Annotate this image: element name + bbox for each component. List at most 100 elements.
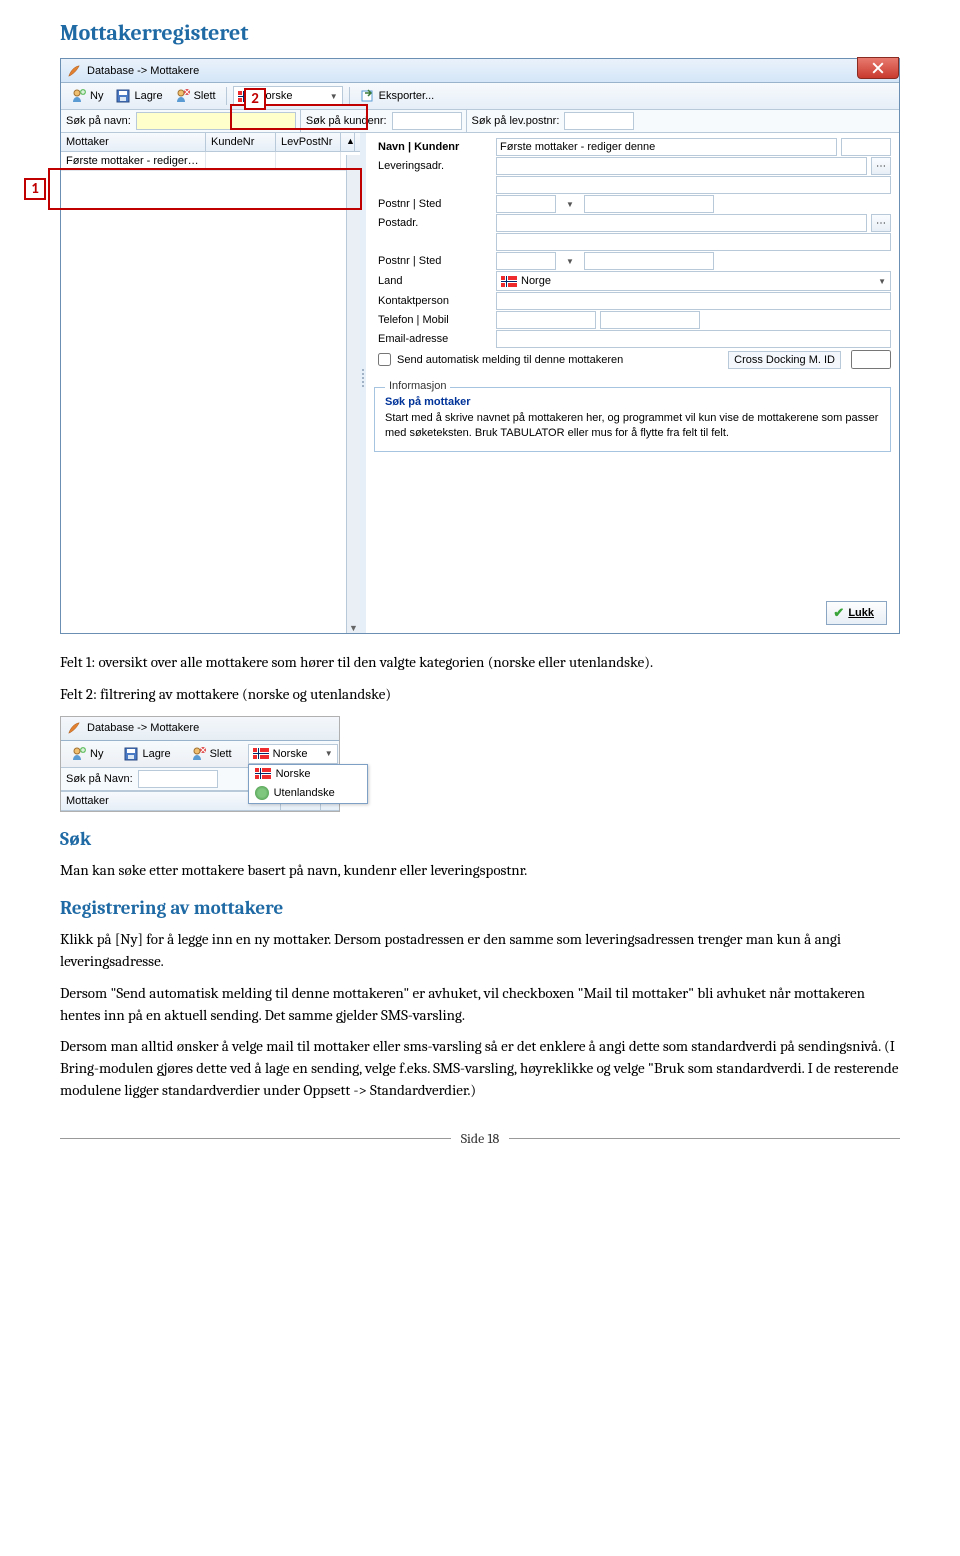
close-button[interactable] bbox=[857, 57, 899, 79]
main-screenshot: 1 2 Database -> Mottakere Ny bbox=[60, 58, 900, 634]
dd-opt2-label: Utenlandske bbox=[274, 787, 335, 799]
search-levpost-input[interactable] bbox=[564, 112, 634, 130]
postnr2-input[interactable] bbox=[496, 252, 556, 270]
app-icon bbox=[67, 721, 81, 735]
postadr2-label bbox=[374, 240, 492, 244]
levadr2-input[interactable] bbox=[496, 176, 891, 194]
dd-opt1-label: Norske bbox=[276, 768, 311, 780]
scroll-down-icon[interactable]: ▼ bbox=[349, 623, 358, 633]
lagre-button[interactable]: Lagre bbox=[111, 86, 166, 106]
land-dropdown[interactable]: Norge ▼ bbox=[496, 271, 891, 291]
levadr-ellipsis-button[interactable]: ⋯ bbox=[871, 157, 891, 175]
sok-body: Man kan søke etter mottakere basert på n… bbox=[60, 860, 900, 882]
cross-dock-label: Cross Docking M. ID bbox=[728, 351, 841, 369]
small-ny-label: Ny bbox=[90, 748, 103, 760]
check-icon: ✔ bbox=[833, 605, 844, 621]
user-add-icon bbox=[71, 88, 87, 104]
grid-header: Mottaker KundeNr LevPostNr ▲ bbox=[61, 133, 360, 152]
cell-levpost bbox=[276, 152, 341, 170]
postadr2-input[interactable] bbox=[496, 233, 891, 251]
globe-icon bbox=[255, 786, 269, 800]
navn-label: Navn | Kundenr bbox=[374, 139, 492, 155]
kontakt-input[interactable] bbox=[496, 292, 891, 310]
chevron-down-icon: ▼ bbox=[325, 749, 333, 758]
small-lagre-label: Lagre bbox=[142, 748, 170, 760]
eksporter-button[interactable]: Eksporter... bbox=[356, 86, 439, 106]
chevron-down-icon: ▼ bbox=[330, 92, 338, 101]
telefon-input[interactable] bbox=[496, 311, 596, 329]
small-ny-button[interactable]: Ny bbox=[67, 744, 107, 764]
norway-flag-icon bbox=[501, 276, 517, 287]
toolbar-separator bbox=[226, 87, 227, 105]
small-lagre-button[interactable]: Lagre bbox=[119, 744, 174, 764]
user-delete-icon bbox=[191, 746, 207, 762]
cross-dock-input[interactable] bbox=[851, 350, 891, 369]
reg-p2: Dersom "Send automatisk melding til denn… bbox=[60, 983, 900, 1027]
chevron-down-icon[interactable]: ▼ bbox=[560, 200, 580, 209]
slett-button[interactable]: Slett bbox=[171, 86, 220, 106]
filter-option-norske[interactable]: Norske bbox=[249, 765, 367, 783]
email-label: Email-adresse bbox=[374, 331, 492, 347]
callout-1: 1 bbox=[24, 178, 46, 200]
right-pane: Navn | Kundenr Leveringsadr. ⋯ Postnr | … bbox=[366, 133, 899, 633]
user-delete-icon bbox=[175, 88, 191, 104]
small-filter-selected: Norske bbox=[273, 748, 308, 760]
search-kundenr-input[interactable] bbox=[392, 112, 462, 130]
toolbar: Ny Lagre Slett Norske ▼ bbox=[61, 83, 899, 110]
navn-input[interactable] bbox=[496, 138, 837, 156]
land-value: Norge bbox=[521, 275, 551, 287]
email-input[interactable] bbox=[496, 330, 891, 348]
table-row[interactable]: Første mottaker - rediger den bbox=[61, 152, 360, 171]
levadr-input[interactable] bbox=[496, 157, 867, 175]
mobil-input[interactable] bbox=[600, 311, 700, 329]
sted1-input[interactable] bbox=[584, 195, 714, 213]
left-pane: Mottaker KundeNr LevPostNr ▲ Første mott… bbox=[61, 133, 366, 633]
cell-mottaker: Første mottaker - rediger den bbox=[61, 152, 206, 170]
sted2-input[interactable] bbox=[584, 252, 714, 270]
search-name-input[interactable] bbox=[136, 112, 296, 130]
scrollbar[interactable]: ▼ bbox=[346, 155, 360, 633]
body-p2: Felt 2: filtrering av mottakere (norske … bbox=[60, 684, 900, 706]
small-filter-dropdown[interactable]: Norske ▼ bbox=[248, 744, 338, 764]
page-footer: Side 18 bbox=[60, 1138, 900, 1147]
sok-heading: Søk bbox=[60, 828, 900, 850]
search-levpost-label: Søk på lev.postnr: bbox=[467, 112, 565, 130]
small-slett-button[interactable]: Slett bbox=[187, 744, 236, 764]
small-search-input[interactable] bbox=[138, 770, 218, 788]
chevron-down-icon: ▼ bbox=[878, 277, 886, 286]
filter-option-utenlandske[interactable]: Utenlandske bbox=[249, 783, 367, 803]
kundenr-input[interactable] bbox=[841, 138, 891, 156]
app-window: Database -> Mottakere Ny Lagre bbox=[60, 58, 900, 634]
postnr1-input[interactable] bbox=[496, 195, 556, 213]
reg-heading: Registrering av mottakere bbox=[60, 897, 900, 919]
col-mottaker[interactable]: Mottaker bbox=[61, 133, 206, 151]
col-levpost[interactable]: LevPostNr bbox=[276, 133, 341, 151]
lukk-button[interactable]: ✔ Lukk bbox=[826, 601, 887, 625]
small-screenshot: Database -> Mottakere Ny Lagre Slett bbox=[60, 716, 340, 812]
auto-msg-label: Send automatisk melding til denne mottak… bbox=[397, 354, 623, 366]
lukk-label: Lukk bbox=[848, 607, 874, 619]
footer-text: Side 18 bbox=[451, 1130, 510, 1147]
searchbar: Søk på navn: Søk på kundenr: Søk på lev.… bbox=[61, 110, 899, 133]
main-split: Mottaker KundeNr LevPostNr ▲ Første mott… bbox=[61, 133, 899, 633]
postadr-ellipsis-button[interactable]: ⋯ bbox=[871, 214, 891, 232]
norway-flag-icon bbox=[255, 768, 271, 779]
app-icon bbox=[67, 64, 81, 78]
body-p1: Felt 1: oversikt over alle mottakere som… bbox=[60, 652, 900, 674]
levadr2-label bbox=[374, 183, 492, 187]
export-icon bbox=[360, 88, 376, 104]
small-window-title: Database -> Mottakere bbox=[87, 722, 199, 734]
reg-p3: Dersom man alltid ønsker å velge mail ti… bbox=[60, 1036, 900, 1101]
info-body: Start med å skrive navnet på mottakeren … bbox=[385, 411, 880, 441]
info-legend: Informasjon bbox=[385, 380, 450, 392]
search-kundenr-label: Søk på kundenr: bbox=[301, 112, 392, 130]
col-kundenr[interactable]: KundeNr bbox=[206, 133, 276, 151]
telefon-label: Telefon | Mobil bbox=[374, 312, 492, 328]
chevron-down-icon[interactable]: ▼ bbox=[560, 257, 580, 266]
page-title: Mottakerregisteret bbox=[60, 20, 900, 46]
postadr-input[interactable] bbox=[496, 214, 867, 232]
ny-button[interactable]: Ny bbox=[67, 86, 107, 106]
kontakt-label: Kontaktperson bbox=[374, 293, 492, 309]
auto-msg-checkbox[interactable] bbox=[378, 353, 391, 366]
small-toolbar: Ny Lagre Slett Norske ▼ bbox=[61, 741, 339, 768]
